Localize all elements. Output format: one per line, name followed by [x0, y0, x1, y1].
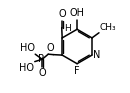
Text: OH: OH — [70, 8, 85, 18]
Text: H: H — [64, 24, 70, 33]
Text: HO: HO — [19, 63, 34, 73]
Text: O: O — [47, 43, 55, 53]
Text: P: P — [38, 54, 44, 64]
Text: F: F — [74, 66, 80, 76]
Text: N: N — [93, 50, 101, 60]
Text: HO: HO — [20, 43, 35, 53]
Text: O: O — [58, 9, 66, 19]
Text: CH₃: CH₃ — [99, 23, 116, 32]
Text: O: O — [38, 68, 46, 78]
